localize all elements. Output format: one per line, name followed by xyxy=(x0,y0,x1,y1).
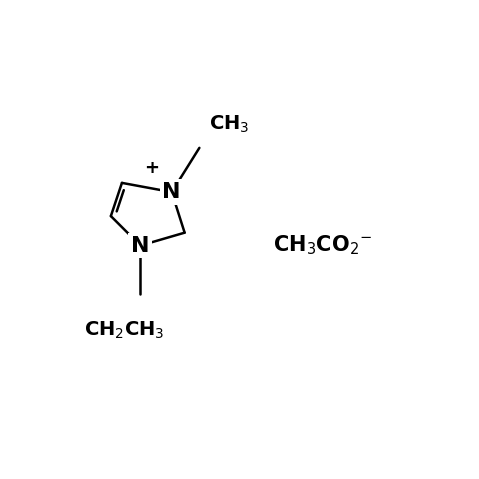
Text: CH$_3$: CH$_3$ xyxy=(208,114,249,135)
Text: N: N xyxy=(131,236,149,256)
Text: +: + xyxy=(144,159,159,177)
Text: CH$_3$CO$_2$$^{-}$: CH$_3$CO$_2$$^{-}$ xyxy=(274,234,373,257)
Text: N: N xyxy=(162,182,181,202)
Text: CH$_2$CH$_3$: CH$_2$CH$_3$ xyxy=(83,319,164,341)
